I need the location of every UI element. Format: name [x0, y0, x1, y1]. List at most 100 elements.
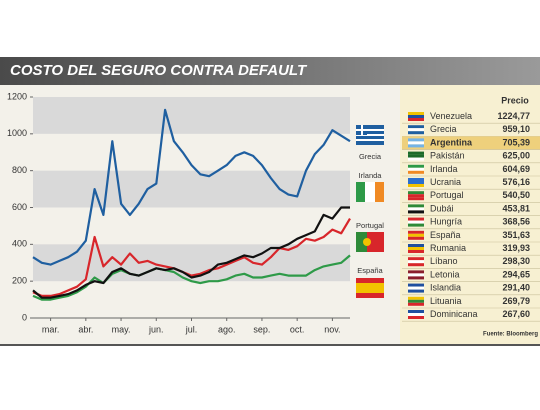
- flag: [408, 273, 424, 277]
- y-tick-label: 0: [22, 312, 27, 322]
- price: 625,00: [502, 151, 530, 161]
- x-tick-label: abr.: [78, 324, 93, 334]
- country: Ucrania: [430, 177, 461, 187]
- flag: [408, 112, 424, 115]
- price: 269,79: [502, 296, 530, 306]
- flag: [408, 313, 424, 316]
- flag: [408, 164, 424, 168]
- flag: [408, 207, 424, 211]
- flag: [408, 236, 424, 240]
- flag: [408, 128, 424, 132]
- series-line: [32, 206, 350, 299]
- flag: [408, 141, 424, 145]
- flag: [408, 296, 424, 300]
- flag: [408, 230, 424, 234]
- price: 540,50: [502, 190, 530, 200]
- country: Letonia: [430, 269, 460, 279]
- x-tick-label: mar.: [42, 324, 60, 334]
- price: 576,16: [502, 177, 530, 187]
- flag: [408, 178, 424, 181]
- highlight-row: [402, 136, 540, 150]
- series-line: [32, 254, 351, 301]
- country: España: [430, 230, 461, 240]
- y-tick-label: 600: [12, 202, 27, 212]
- flag: [408, 125, 424, 129]
- price: 604,69: [502, 164, 530, 174]
- flag: [408, 154, 424, 158]
- flag: [408, 217, 424, 221]
- price: 368,56: [502, 217, 530, 227]
- flag: [408, 270, 424, 274]
- price: 291,40: [502, 283, 530, 293]
- flag: [408, 170, 424, 174]
- flag: [408, 283, 424, 287]
- flag: [408, 191, 424, 195]
- flag: [408, 244, 424, 247]
- flag: [408, 316, 424, 319]
- flag: [408, 220, 424, 224]
- flag: [408, 210, 424, 214]
- grid-band: [33, 97, 350, 134]
- y-tick-label: 800: [12, 165, 27, 175]
- flag: [408, 302, 424, 306]
- flag: [408, 118, 424, 121]
- price: 267,60: [502, 309, 530, 319]
- price: 351,63: [502, 230, 530, 240]
- price: 1224,77: [497, 111, 530, 121]
- grid-band: [33, 170, 350, 208]
- flag: [408, 184, 424, 187]
- flag: [408, 138, 424, 142]
- x-tick-label: ago.: [218, 324, 236, 334]
- series-line: [32, 108, 351, 266]
- series-line: [32, 218, 351, 297]
- flag: [408, 247, 424, 250]
- x-tick-label: may.: [112, 324, 131, 334]
- legend-label: España: [357, 266, 383, 275]
- y-tick-label: 400: [12, 239, 27, 249]
- price: 453,81: [502, 203, 530, 213]
- country: Argentina: [430, 137, 473, 147]
- legend-flags: [356, 125, 384, 298]
- x-tick-label: oct.: [290, 324, 305, 334]
- country: Pakistán: [430, 151, 465, 161]
- header-bar: [0, 57, 540, 85]
- flag: [408, 115, 424, 118]
- y-tick-label: 1000: [7, 128, 27, 138]
- chart-title: COSTO DEL SEGURO CONTRA DEFAULT: [10, 62, 308, 79]
- flag: [408, 157, 424, 161]
- flag: [408, 144, 424, 148]
- country: Irlanda: [430, 164, 458, 174]
- country: Portugal: [430, 190, 464, 200]
- country: Líbano: [430, 256, 458, 266]
- flag: [408, 286, 424, 290]
- flag: [408, 299, 424, 303]
- flag: [408, 204, 424, 208]
- country: Hungría: [430, 217, 462, 227]
- y-tick-label: 1200: [7, 91, 27, 101]
- flag: [408, 250, 424, 253]
- country: Venezuela: [430, 111, 472, 121]
- flag: [408, 276, 424, 280]
- x-tick-label: jun.: [148, 324, 164, 334]
- price: 298,30: [502, 256, 530, 266]
- price: 705,39: [502, 137, 530, 147]
- flag: [408, 223, 424, 227]
- x-tick-label: sep.: [253, 324, 270, 334]
- y-tick-label: 200: [12, 276, 27, 286]
- price: 294,65: [502, 269, 530, 279]
- flag: [408, 263, 424, 267]
- legend-label: Grecia: [359, 152, 382, 161]
- flag: [408, 197, 424, 201]
- country: Rumania: [430, 243, 466, 253]
- flag: [408, 233, 424, 237]
- flag: [408, 181, 424, 184]
- table-header: Precio: [501, 95, 529, 105]
- flag: [408, 131, 424, 135]
- country: Grecia: [430, 124, 457, 134]
- flag: [408, 167, 424, 171]
- legend-label: Portugal: [356, 221, 384, 230]
- source: Fuente: Bloomberg: [483, 332, 538, 338]
- country: Lituania: [430, 296, 462, 306]
- flag: [408, 151, 424, 155]
- x-tick-label: nov.: [324, 324, 340, 334]
